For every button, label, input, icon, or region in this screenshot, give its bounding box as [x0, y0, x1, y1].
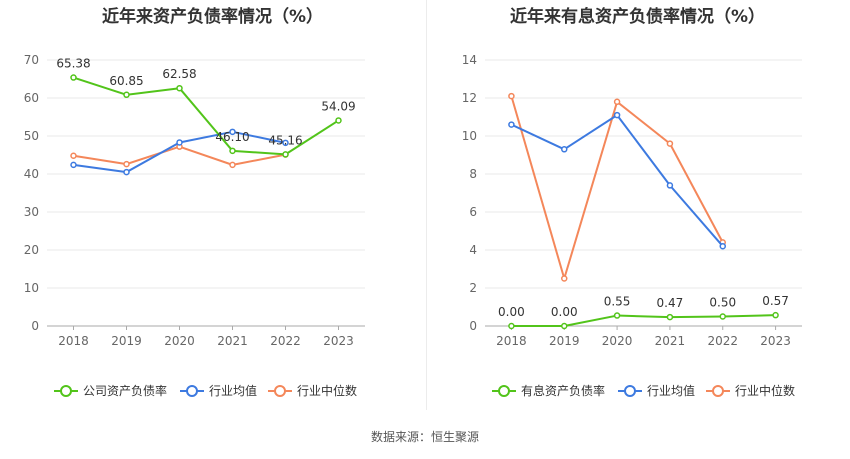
data-point: [229, 147, 236, 155]
chart-title-right: 近年来有息资产负债率情况（%）: [509, 7, 766, 27]
x-tick-label: 2018: [58, 334, 89, 348]
data-point: [282, 151, 289, 158]
legend-label: 行业中位数: [297, 383, 357, 398]
legend-swatch-marker: [274, 385, 286, 397]
legend-label: 有息资产负债率: [521, 383, 605, 398]
y-tick-label: 0: [469, 319, 477, 333]
data-point: [666, 313, 674, 321]
data-point: [123, 160, 130, 168]
data-point: [508, 92, 515, 100]
data-point: [335, 117, 342, 124]
data-label: 54.09: [321, 99, 355, 113]
legend-label: 公司资产负债率: [83, 383, 167, 398]
x-tick-label: 2022: [270, 334, 301, 348]
data-point: [70, 152, 77, 160]
data-point: [70, 74, 77, 81]
y-tick-label: 4: [469, 243, 477, 257]
series-line-1: [510, 114, 724, 247]
data-label: 46.10: [215, 130, 249, 144]
chart-title-left: 近年来资产负债率情况（%）: [101, 7, 324, 27]
x-tick-label: 2019: [549, 334, 580, 348]
x-tick-label: 2020: [164, 334, 195, 348]
data-point: [70, 161, 77, 169]
data-point: [719, 242, 726, 250]
y-tick-label: 10: [24, 281, 39, 295]
y-tick-label: 20: [24, 243, 39, 257]
y-tick-label: 30: [24, 205, 39, 219]
data-source-note: 数据来源：恒生聚源: [370, 430, 479, 444]
data-point: [123, 91, 130, 99]
x-tick-label: 2021: [217, 334, 248, 348]
data-label: 0.50: [709, 296, 736, 310]
x-tick-label: 2023: [323, 334, 354, 348]
y-tick-label: 12: [462, 91, 477, 105]
y-tick-label: 0: [31, 319, 39, 333]
data-point: [229, 161, 236, 169]
legend-swatch-marker: [498, 385, 510, 397]
x-tick-label: 2023: [760, 334, 791, 348]
legend-label: 行业均值: [647, 383, 695, 398]
data-label: 0.57: [762, 294, 789, 308]
data-point: [176, 139, 183, 146]
x-tick-label: 2022: [707, 334, 738, 348]
x-tick-label: 2018: [496, 334, 527, 348]
data-point: [176, 84, 183, 92]
data-point: [772, 311, 779, 319]
panel-divider: [426, 0, 427, 410]
data-label: 62.58: [162, 67, 196, 81]
series-line-2: [510, 95, 724, 280]
data-point: [613, 312, 621, 319]
data-label: 45.16: [268, 133, 302, 147]
y-tick-label: 8: [469, 167, 477, 181]
series-line-0: [511, 314, 776, 327]
data-point: [561, 146, 568, 153]
legend-swatch-marker: [60, 385, 72, 397]
data-point: [229, 128, 236, 136]
data-label: 0.55: [604, 295, 631, 309]
x-tick-label: 2020: [602, 334, 633, 348]
y-tick-label: 70: [24, 53, 39, 67]
series-line-0: [73, 76, 340, 156]
legend-label: 行业均值: [209, 383, 257, 398]
data-point: [561, 322, 568, 330]
data-point: [282, 139, 289, 147]
data-label: 60.85: [109, 74, 143, 88]
data-label: 0.00: [551, 305, 578, 319]
y-tick-label: 6: [469, 205, 477, 219]
legend-swatch-marker: [712, 385, 724, 397]
data-point: [123, 168, 130, 176]
y-tick-label: 2: [469, 281, 477, 295]
data-point: [508, 322, 515, 330]
data-point: [719, 313, 726, 320]
x-tick-label: 2021: [655, 334, 686, 348]
y-tick-label: 14: [462, 53, 477, 67]
y-tick-label: 50: [24, 129, 39, 143]
legend-swatch-marker: [624, 385, 636, 397]
y-tick-label: 60: [24, 91, 39, 105]
data-point: [508, 121, 515, 128]
legend-label: 行业中位数: [735, 383, 795, 398]
data-point: [666, 182, 674, 189]
x-tick-label: 2019: [111, 334, 142, 348]
legend-swatch-marker: [186, 385, 198, 397]
data-point: [613, 111, 621, 119]
y-tick-label: 10: [462, 129, 477, 143]
data-point: [613, 98, 621, 106]
data-label: 65.38: [56, 57, 90, 71]
data-label: 0.00: [498, 305, 525, 319]
y-tick-label: 40: [24, 167, 39, 181]
data-point: [561, 275, 568, 282]
data-point: [666, 140, 674, 147]
data-label: 0.47: [657, 296, 684, 310]
